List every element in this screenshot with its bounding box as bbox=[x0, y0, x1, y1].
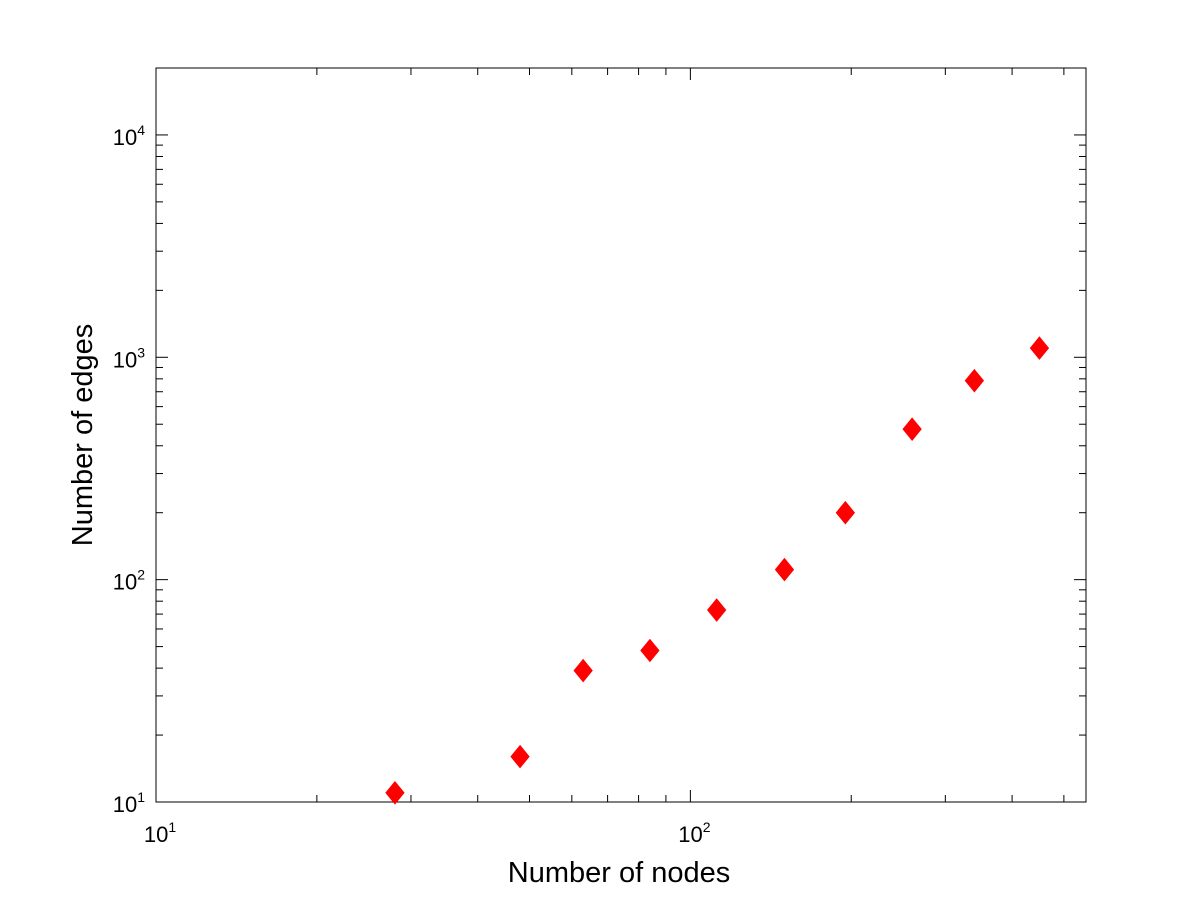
y-axis-label: Number of edges bbox=[67, 324, 99, 546]
x-tick-label: 101 bbox=[144, 819, 176, 847]
data-point bbox=[964, 368, 985, 393]
plot-frame bbox=[155, 67, 1087, 803]
minor-ticks bbox=[156, 67, 1086, 802]
data-point bbox=[510, 744, 530, 769]
data-point bbox=[774, 557, 795, 582]
data-point bbox=[1029, 336, 1050, 360]
x-tick-labels: 101 102 bbox=[144, 819, 711, 847]
data-point bbox=[573, 658, 593, 683]
data-point bbox=[835, 500, 856, 525]
y-tick-label: 103 bbox=[113, 344, 145, 372]
data-points bbox=[385, 336, 1050, 805]
plot-background bbox=[156, 68, 1086, 802]
data-point bbox=[707, 598, 727, 622]
data-point bbox=[385, 781, 405, 805]
x-tick-label: 102 bbox=[678, 819, 710, 847]
data-point bbox=[640, 638, 660, 663]
data-point bbox=[902, 417, 922, 441]
y-tick-labels: 101 102 103 104 bbox=[113, 122, 145, 817]
y-tick-label: 104 bbox=[113, 122, 145, 150]
x-axis-label: Number of nodes bbox=[508, 857, 730, 889]
y-tick-label: 102 bbox=[113, 567, 145, 595]
y-tick-label: 101 bbox=[113, 789, 145, 817]
